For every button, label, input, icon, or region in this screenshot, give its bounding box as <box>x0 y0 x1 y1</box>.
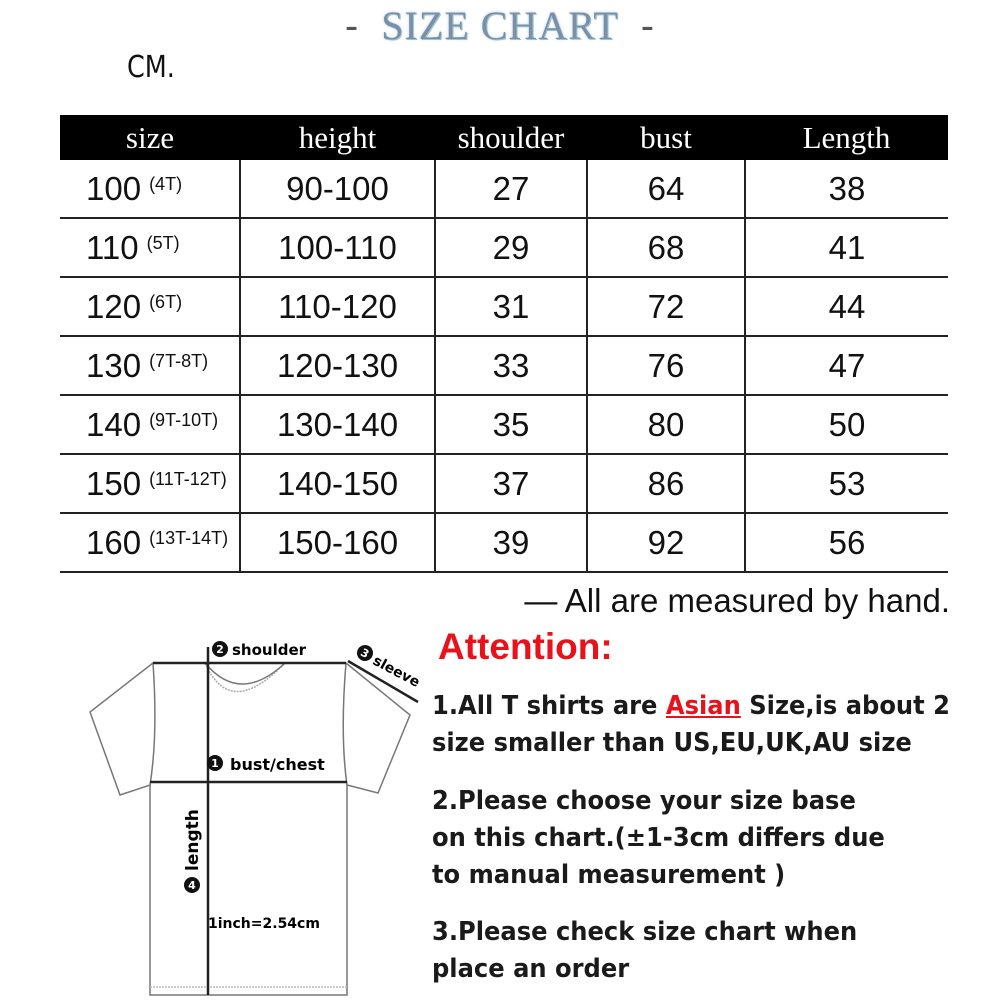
bust-cell: 76 <box>586 336 745 396</box>
height-cell: 120-130 <box>239 336 435 396</box>
size-value: 120 <box>86 287 142 325</box>
column-header-height: height <box>240 115 435 160</box>
table-row: 150 (11T-12T) 140-150 37 86 53 <box>60 454 948 514</box>
size-cell: 110 (5T) <box>60 218 240 278</box>
measurement-note: — All are measured by hand. <box>524 582 950 619</box>
age-value: (5T) <box>146 232 180 253</box>
height-cell: 110-120 <box>239 277 435 337</box>
number-2-icon <box>212 641 228 657</box>
svg-text:4: 4 <box>188 879 196 892</box>
height-cell: 140-150 <box>239 454 435 514</box>
age-value: (9T-10T) <box>149 409 219 430</box>
table-header: size height shoulder bust Length <box>60 115 948 160</box>
shoulder-label: 2 shoulder <box>212 641 307 659</box>
table-row: 100 (4T) 90-100 27 64 38 <box>60 160 948 219</box>
age-value: (4T) <box>149 173 183 194</box>
shoulder-cell: 33 <box>434 336 587 396</box>
svg-text:bust/chest: bust/chest <box>230 755 325 774</box>
column-header-length: Length <box>745 115 948 160</box>
shoulder-cell: 27 <box>434 160 587 219</box>
svg-text:sleeve: sleeve <box>370 653 422 691</box>
age-value: (13T-14T) <box>149 527 229 548</box>
size-value: 150 <box>86 464 142 502</box>
number-4-icon <box>184 877 200 893</box>
bust-cell: 72 <box>586 277 745 337</box>
length-cell: 41 <box>744 218 948 278</box>
table-row: 160 (13T-14T) 150-160 39 92 56 <box>60 513 948 573</box>
length-cell: 47 <box>744 336 948 396</box>
svg-text:2: 2 <box>216 643 224 656</box>
size-cell: 120 (6T) <box>60 277 240 337</box>
attention-item-1: 1.All T shirts are Asian Size,is about 2… <box>432 691 950 758</box>
attention-item-3: 3.Please check size chart when place an … <box>432 917 858 984</box>
shoulder-cell: 29 <box>434 218 587 278</box>
table-row: 120 (6T) 110-120 31 72 44 <box>60 277 948 337</box>
column-header-shoulder: shoulder <box>435 115 587 160</box>
size-cell: 140 (9T-10T) <box>60 395 240 455</box>
size-value: 110 <box>86 228 139 266</box>
length-cell: 56 <box>744 513 948 573</box>
length-cell: 38 <box>744 160 948 219</box>
unit-label: CM. <box>127 50 175 85</box>
bust-label: 1 bust/chest <box>207 755 325 774</box>
size-value: 140 <box>86 405 142 443</box>
shoulder-cell: 39 <box>434 513 587 573</box>
svg-text:length: length <box>183 809 203 871</box>
height-cell: 130-140 <box>239 395 435 455</box>
length-cell: 50 <box>744 395 948 455</box>
shoulder-cell: 31 <box>434 277 587 337</box>
table-row: 140 (9T-10T) 130-140 35 80 50 <box>60 395 948 455</box>
age-value: (6T) <box>149 291 183 312</box>
bust-cell: 86 <box>586 454 745 514</box>
size-cell: 150 (11T-12T) <box>60 454 240 514</box>
size-cell: 130 (7T-8T) <box>60 336 240 396</box>
number-1-icon <box>207 755 223 771</box>
size-value: 160 <box>86 523 142 561</box>
number-3-icon <box>357 645 373 661</box>
age-value: (11T-12T) <box>149 468 227 489</box>
height-cell: 90-100 <box>239 160 435 219</box>
shoulder-cell: 35 <box>434 395 587 455</box>
height-cell: 100-110 <box>239 218 435 278</box>
bust-cell: 68 <box>586 218 745 278</box>
table-row: 110 (5T) 100-110 29 68 41 <box>60 218 948 278</box>
size-cell: 160 (13T-14T) <box>60 513 240 573</box>
column-header-bust: bust <box>587 115 745 160</box>
size-table: size height shoulder bust Length 100 (4T) 90-1… <box>60 115 948 573</box>
bust-cell: 92 <box>586 513 745 573</box>
svg-text:shoulder: shoulder <box>232 641 307 659</box>
length-cell: 53 <box>744 454 948 514</box>
column-header-size: size <box>60 115 240 160</box>
size-value: 100 <box>86 169 142 207</box>
length-cell: 44 <box>744 277 948 337</box>
svg-text:1: 1 <box>211 757 219 770</box>
shoulder-cell: 37 <box>434 454 587 514</box>
attention-heading: Attention: <box>438 626 613 667</box>
tshirt-diagram: 2 shoulder 3 sleeve 1 bust/chest 4 lengt… <box>89 641 422 996</box>
table-row: 130 (7T-8T) 120-130 33 76 47 <box>60 336 948 396</box>
age-value: (7T-8T) <box>149 350 209 371</box>
height-cell: 150-160 <box>239 513 435 573</box>
length-label: 4 length <box>183 809 203 893</box>
conversion-note: 1inch=2.54cm <box>208 916 320 932</box>
attention-item-2: 2.Please choose your size base on this c… <box>432 786 885 890</box>
page-title: - SIZE CHART - <box>344 3 656 48</box>
bust-cell: 80 <box>586 395 745 455</box>
size-value: 130 <box>86 346 142 384</box>
size-cell: 100 (4T) <box>60 160 240 219</box>
bust-cell: 64 <box>586 160 745 219</box>
